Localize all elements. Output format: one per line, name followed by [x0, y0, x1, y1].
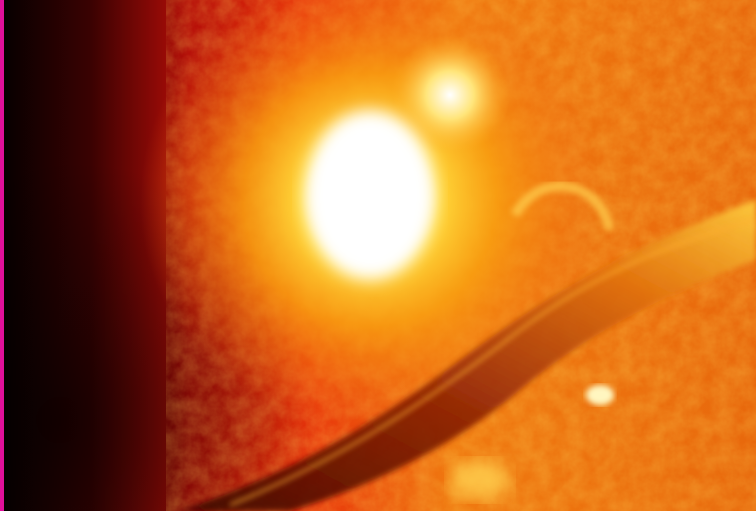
filament-highlight [229, 218, 756, 507]
bright-point [586, 385, 614, 405]
left-edge-strip [0, 0, 4, 511]
lower-glow [450, 460, 510, 500]
prominence-filament [180, 200, 756, 511]
coronal-loop [510, 181, 615, 232]
secondary-glow [390, 35, 510, 155]
flare-core [305, 110, 435, 280]
